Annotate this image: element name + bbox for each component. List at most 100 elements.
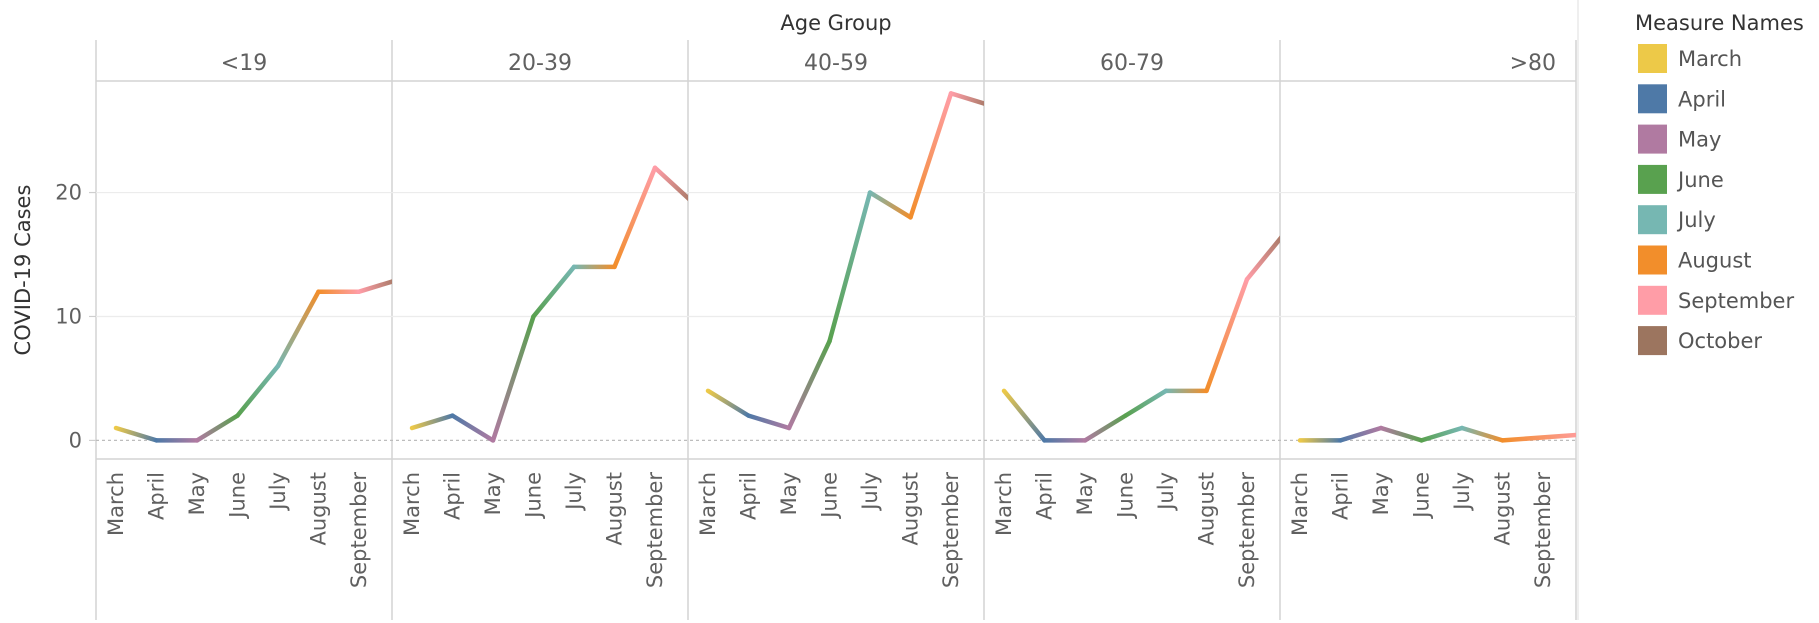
x-axis-ticks: March April May June July August September Marc… xyxy=(104,472,1555,588)
column-header-title: Age Group xyxy=(780,11,891,35)
line-segment xyxy=(490,314,536,443)
line-segment xyxy=(1001,388,1047,443)
legend-swatch xyxy=(1638,44,1667,73)
legend-label: October xyxy=(1678,329,1762,353)
x-tick-label: March xyxy=(400,472,424,536)
x-tick-label: March xyxy=(992,472,1016,536)
x-tick-label: March xyxy=(696,472,720,536)
x-tick-label: July xyxy=(1154,472,1178,512)
x-tick-label: August xyxy=(1195,472,1219,546)
x-tick-label: May xyxy=(1073,472,1097,515)
line-segment xyxy=(1378,425,1424,443)
line-segment xyxy=(356,279,392,294)
x-tick-label: April xyxy=(145,472,169,520)
line-segment xyxy=(867,190,913,220)
x-tick-label: June xyxy=(226,472,250,520)
legend-swatch xyxy=(1638,84,1667,114)
x-tick-label: July xyxy=(858,472,882,512)
x-tick-label: August xyxy=(899,472,923,546)
legend-label: April xyxy=(1678,87,1726,111)
x-tick-label: September xyxy=(939,472,963,588)
legend-swatch xyxy=(1638,285,1667,315)
line-segment xyxy=(746,413,792,431)
line-segment xyxy=(652,165,688,202)
line-segment xyxy=(1459,425,1505,443)
legend-label: May xyxy=(1678,128,1721,152)
facet-series xyxy=(113,279,392,443)
y-tick-label: 10 xyxy=(55,304,82,328)
x-tick-label: May xyxy=(777,472,801,515)
y-tick-label: 0 xyxy=(69,428,82,452)
x-tick-label: August xyxy=(1491,472,1515,546)
facet-titles: <19 20-39 40-59 60-79 >80 xyxy=(221,51,1556,76)
x-tick-label: August xyxy=(307,472,331,546)
line-segment xyxy=(113,425,159,443)
x-tick-label: June xyxy=(1114,472,1138,520)
line-segment xyxy=(1244,235,1280,282)
x-tick-label: September xyxy=(643,472,667,588)
line-segment xyxy=(1338,425,1384,443)
line-segment xyxy=(1500,432,1576,443)
line-segment xyxy=(908,91,954,220)
line-segment xyxy=(705,388,751,418)
line-segment xyxy=(827,190,873,344)
x-tick-label: March xyxy=(1288,472,1312,536)
legend-label: July xyxy=(1676,208,1716,232)
legend: Measure Names March April May June July Augus… xyxy=(1635,11,1804,356)
x-tick-label: April xyxy=(737,472,761,520)
facet-series xyxy=(1297,425,1576,443)
facet-title: 40-59 xyxy=(804,51,868,76)
line-segment xyxy=(409,413,455,431)
line-segment xyxy=(786,339,832,431)
facet-series xyxy=(705,91,984,431)
x-tick-label: July xyxy=(266,472,290,512)
facet-title: <19 xyxy=(221,51,267,76)
legend-swatch xyxy=(1638,245,1667,275)
legend-label: June xyxy=(1676,168,1724,192)
x-tick-label: June xyxy=(522,472,546,520)
x-tick-label: May xyxy=(1369,472,1393,515)
line-segment xyxy=(1082,413,1128,443)
legend-swatch xyxy=(1638,124,1667,154)
x-tick-label: May xyxy=(481,472,505,515)
facet-title: 60-79 xyxy=(1100,51,1164,76)
x-tick-label: April xyxy=(441,472,465,520)
x-tick-label: March xyxy=(104,472,128,536)
facet-title: 20-39 xyxy=(508,51,572,76)
legend-swatch xyxy=(1638,326,1667,356)
line-segment xyxy=(1123,388,1169,418)
y-tick-label: 20 xyxy=(55,181,82,205)
legend-swatch xyxy=(1638,205,1667,235)
line-segment xyxy=(235,363,281,418)
facet-series xyxy=(1001,235,1280,443)
x-tick-label: July xyxy=(1450,472,1474,512)
x-tick-label: September xyxy=(1235,472,1259,588)
x-tick-label: June xyxy=(818,472,842,520)
y-axis-ticks: 0 10 20 xyxy=(55,181,96,452)
y-axis-title: COVID-19 Cases xyxy=(11,185,35,356)
x-tick-label: July xyxy=(562,472,586,512)
line-segment xyxy=(948,91,984,106)
line-segment xyxy=(531,264,577,319)
line-segment xyxy=(612,165,658,270)
legend-label: March xyxy=(1678,47,1742,71)
legend-label: September xyxy=(1678,289,1794,313)
x-tick-label: September xyxy=(347,472,371,588)
line-segment xyxy=(450,413,496,443)
panel-frames xyxy=(95,0,1579,620)
x-tick-label: April xyxy=(1329,472,1353,520)
x-tick-label: September xyxy=(1531,472,1555,588)
facet-title: >80 xyxy=(1510,51,1556,76)
legend-swatch xyxy=(1638,164,1667,194)
facet-series xyxy=(409,165,688,443)
series-lines xyxy=(113,91,1576,443)
x-tick-label: June xyxy=(1410,472,1434,520)
line-segment xyxy=(1204,277,1250,394)
x-tick-label: August xyxy=(603,472,627,546)
line-segment xyxy=(194,413,240,443)
line-segment xyxy=(275,289,321,369)
line-segment xyxy=(1419,425,1465,443)
x-tick-label: May xyxy=(185,472,209,515)
x-tick-label: April xyxy=(1033,472,1057,520)
